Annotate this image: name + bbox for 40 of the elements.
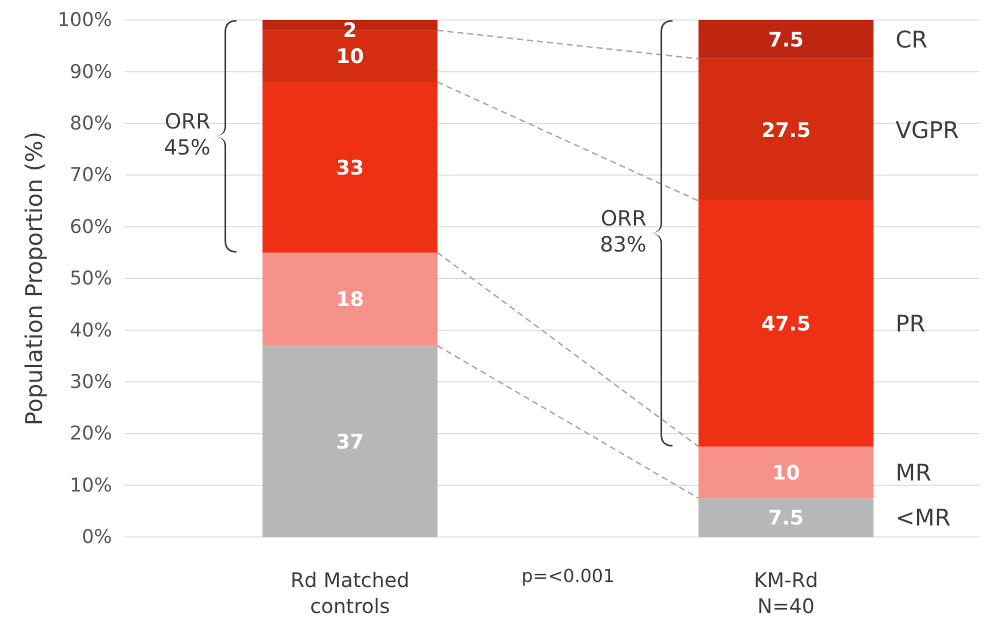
y-tick-label: 90% bbox=[70, 60, 112, 83]
bar bbox=[698, 446, 874, 498]
y-tick-label: 50% bbox=[70, 268, 112, 290]
bar bbox=[698, 498, 874, 537]
data-label: 37 bbox=[336, 429, 364, 454]
data-label: 7.5 bbox=[768, 27, 804, 52]
data-label: 10 bbox=[772, 460, 800, 484]
data-label: 33 bbox=[336, 155, 364, 180]
bar bbox=[262, 82, 438, 253]
y-tick-label: 100% bbox=[58, 9, 112, 32]
y-tick-label: 0% bbox=[82, 526, 112, 548]
y-tick-label: 60% bbox=[70, 216, 112, 238]
text: p=<0.001 bbox=[521, 566, 615, 587]
y-axis-title: Population Proportion (%) bbox=[22, 132, 48, 426]
bar bbox=[698, 58, 874, 201]
series-label: PR bbox=[896, 312, 926, 338]
y-tick-label: 30% bbox=[70, 370, 112, 393]
y-tick-label: 40% bbox=[70, 319, 112, 342]
series-label: CR bbox=[896, 27, 928, 54]
y-tick-label: 80% bbox=[70, 112, 112, 134]
x-tick-label: KM-Rd N=40 bbox=[754, 568, 818, 618]
bar bbox=[698, 20, 874, 59]
series-label: <MR bbox=[896, 506, 951, 532]
annotation: ORR 45% bbox=[164, 109, 210, 160]
x-tick-label: Rd Matched controls bbox=[290, 568, 410, 618]
data-label: 27.5 bbox=[761, 118, 811, 142]
data-label: 2 bbox=[343, 18, 357, 42]
y-tick-label: 70% bbox=[70, 164, 112, 186]
bar bbox=[262, 252, 438, 346]
data-label: 18 bbox=[336, 287, 364, 312]
bar bbox=[262, 346, 438, 537]
annotation: ORR 83% bbox=[600, 206, 646, 256]
y-tick-label: 20% bbox=[70, 422, 112, 445]
data-label: 7.5 bbox=[768, 506, 804, 530]
y-tick-label: 10% bbox=[70, 474, 112, 496]
series-label: VGPR bbox=[896, 118, 959, 144]
data-label: 10 bbox=[336, 44, 364, 68]
series-label: MR bbox=[896, 460, 932, 486]
bar bbox=[698, 200, 874, 447]
data-label: 47.5 bbox=[761, 312, 811, 336]
